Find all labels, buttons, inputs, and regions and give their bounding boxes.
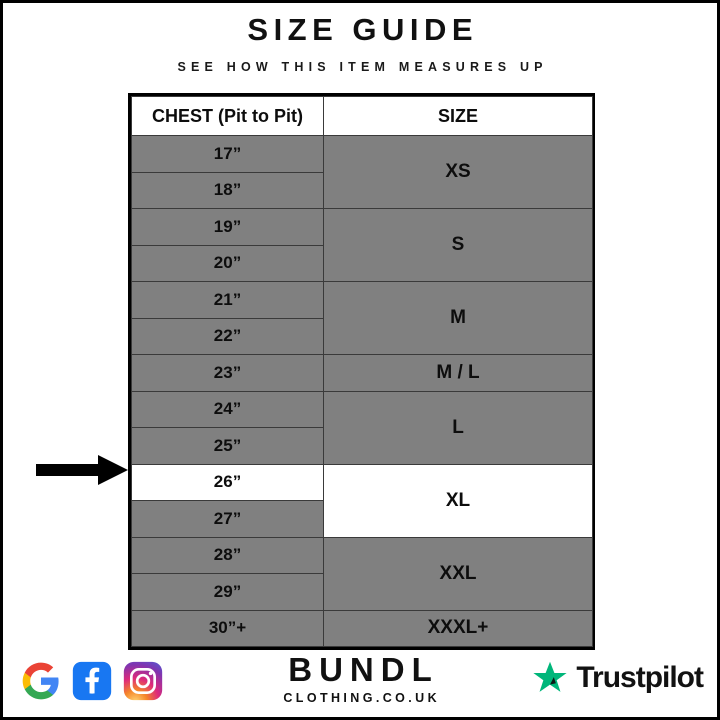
measurement-cell: 29”	[131, 573, 324, 611]
size-cell: XS	[323, 135, 593, 209]
measurement-cell: 28”	[131, 536, 324, 574]
measurement-cell: 25”	[131, 427, 324, 465]
brand-name: BUNDL	[288, 651, 439, 688]
table-row: 29”	[131, 573, 593, 611]
table-row: 19” S	[131, 208, 593, 282]
measurement-cell-highlighted: 26”	[131, 463, 324, 501]
page-subtitle: SEE HOW THIS ITEM MEASURES UP	[177, 59, 548, 74]
table-row: 18”	[131, 171, 593, 209]
right-arrow-icon	[36, 455, 128, 485]
measurement-cell: 21”	[131, 281, 324, 319]
table-row: 24” L	[131, 390, 593, 465]
column-header-chest: CHEST (Pit to Pit)	[131, 96, 324, 136]
instagram-icon[interactable]	[123, 661, 163, 701]
table-row-highlighted: 26” XL	[131, 463, 593, 538]
table-body: 17” XS 18” 19” S 20” 21” M 2	[131, 135, 593, 647]
table-row: 21” M	[131, 281, 593, 355]
brand-domain: CLOTHING.CO.UK	[283, 691, 440, 705]
table-header-row: CHEST (Pit to Pit) SIZE	[131, 96, 593, 136]
size-cell: M	[323, 281, 593, 355]
facebook-icon[interactable]	[72, 661, 112, 701]
size-cell: S	[323, 208, 593, 282]
table-row: 27”	[131, 500, 593, 538]
footer: BUNDL CLOTHING.CO.UK Trustpilot	[3, 639, 717, 717]
trustpilot-label: Trustpilot	[576, 661, 704, 694]
measurement-cell: 24”	[131, 390, 324, 428]
table-row: 23” M / L	[131, 354, 593, 392]
size-cell: XXXL+	[323, 609, 593, 647]
table-row: 30”+ XXXL+	[131, 609, 593, 647]
size-table-container: CHEST (Pit to Pit) SIZE 17” XS 18” 19” S…	[128, 93, 595, 650]
brand-logo: BUNDL CLOTHING.CO.UK	[3, 653, 717, 705]
size-cell: XXL	[323, 536, 593, 611]
measurement-cell: 18”	[131, 171, 324, 209]
table-row: 25”	[131, 427, 593, 465]
measurement-cell: 23”	[131, 354, 324, 392]
measurement-cell: 20”	[131, 244, 324, 282]
header: SIZE GUIDE SEE HOW THIS ITEM MEASURES UP	[3, 3, 717, 74]
size-cell-highlighted: XL	[323, 463, 593, 538]
google-icon[interactable]	[21, 661, 61, 701]
measurement-cell: 17”	[131, 135, 324, 173]
table-header: CHEST (Pit to Pit) SIZE	[131, 96, 593, 136]
social-links	[21, 661, 163, 701]
table-row: 20”	[131, 244, 593, 282]
measurement-cell: 27”	[131, 500, 324, 538]
table-row: 28” XXL	[131, 536, 593, 611]
page-title: SIZE GUIDE	[247, 12, 479, 47]
size-cell: L	[323, 390, 593, 465]
table-row: 17” XS	[131, 135, 593, 209]
column-header-size: SIZE	[323, 96, 593, 136]
trustpilot-logo[interactable]: Trustpilot	[531, 659, 704, 697]
size-table: CHEST (Pit to Pit) SIZE 17” XS 18” 19” S…	[131, 96, 593, 647]
trustpilot-star-icon	[531, 659, 569, 697]
measurement-cell: 19”	[131, 208, 324, 246]
measurement-cell: 22”	[131, 317, 324, 355]
size-cell: M / L	[323, 354, 593, 392]
measurement-cell: 30”+	[131, 609, 324, 647]
